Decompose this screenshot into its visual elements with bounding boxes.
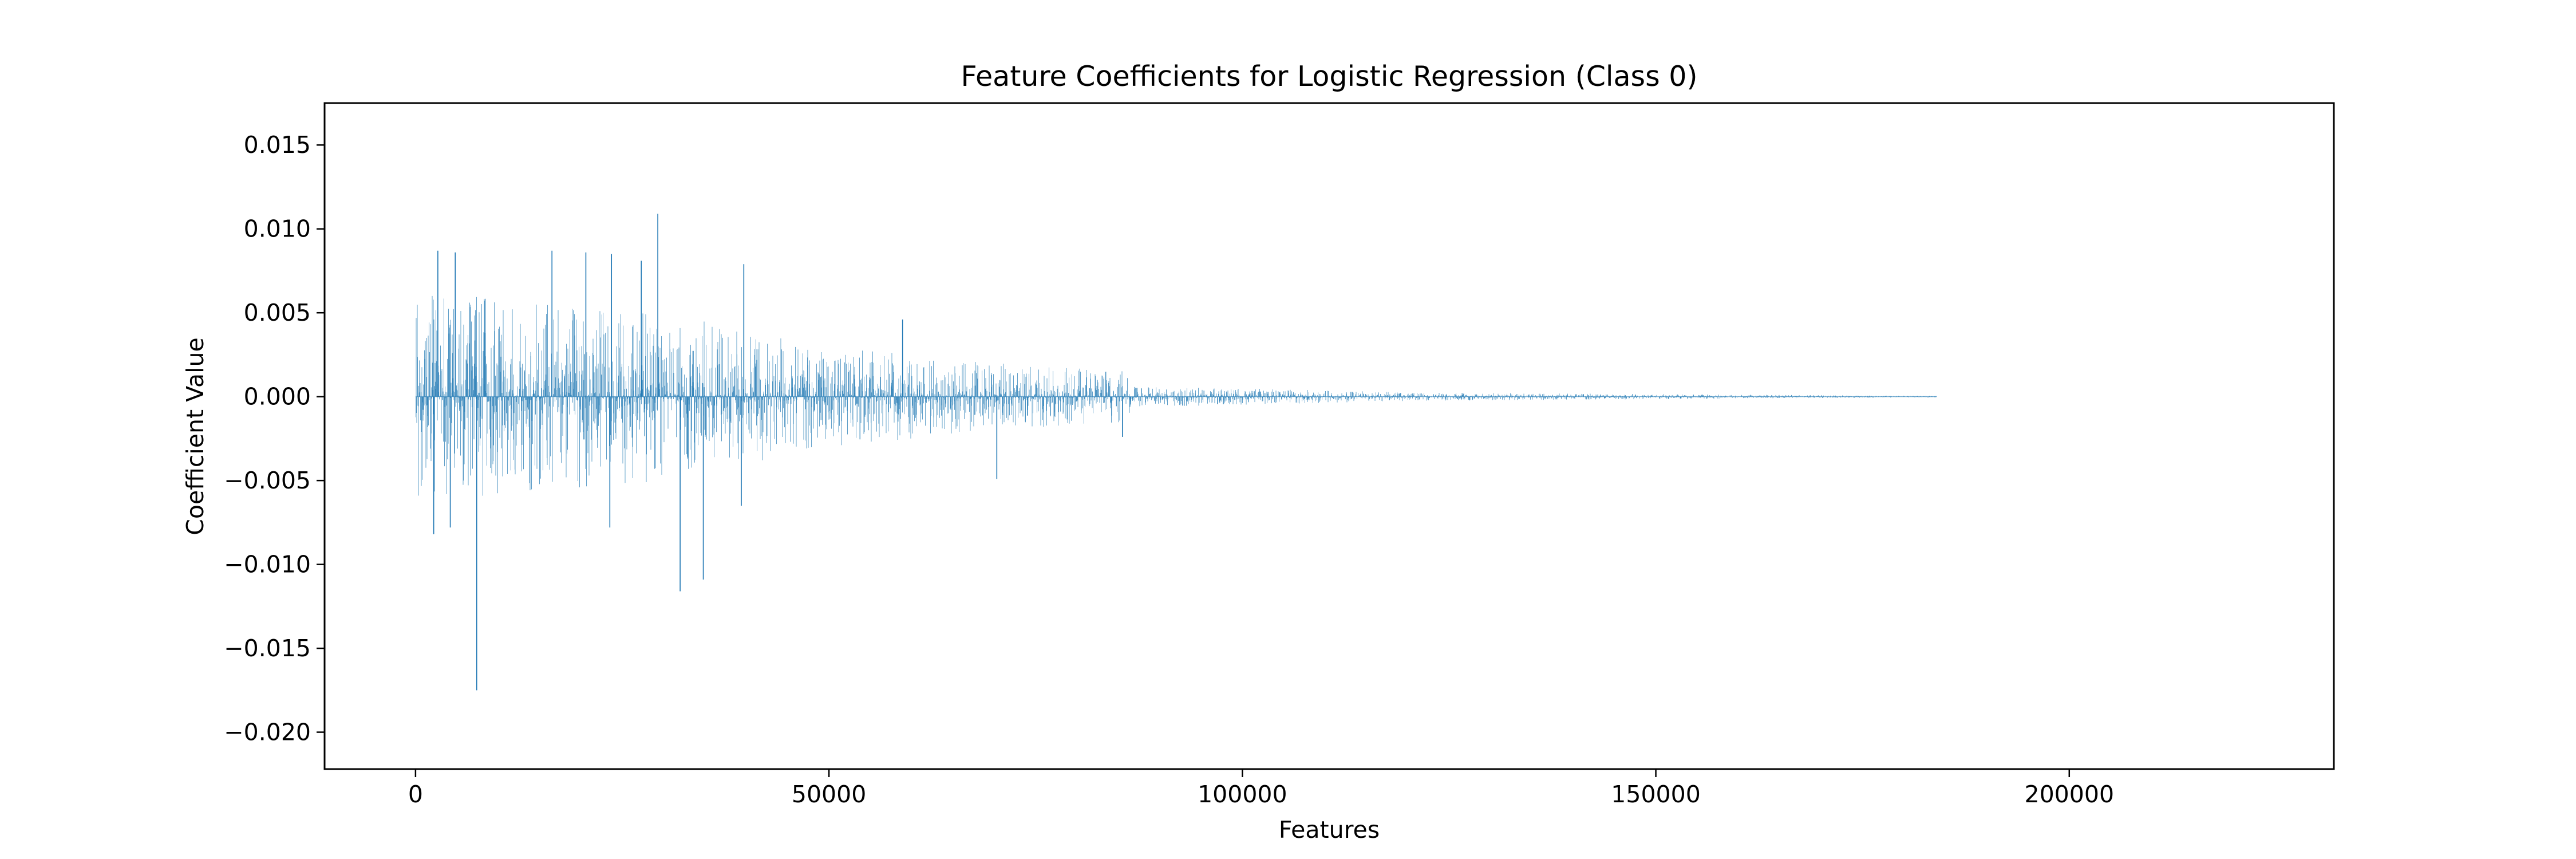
chart-title: Feature Coefficients for Logistic Regres… xyxy=(961,60,1698,93)
bars xyxy=(415,214,1937,691)
